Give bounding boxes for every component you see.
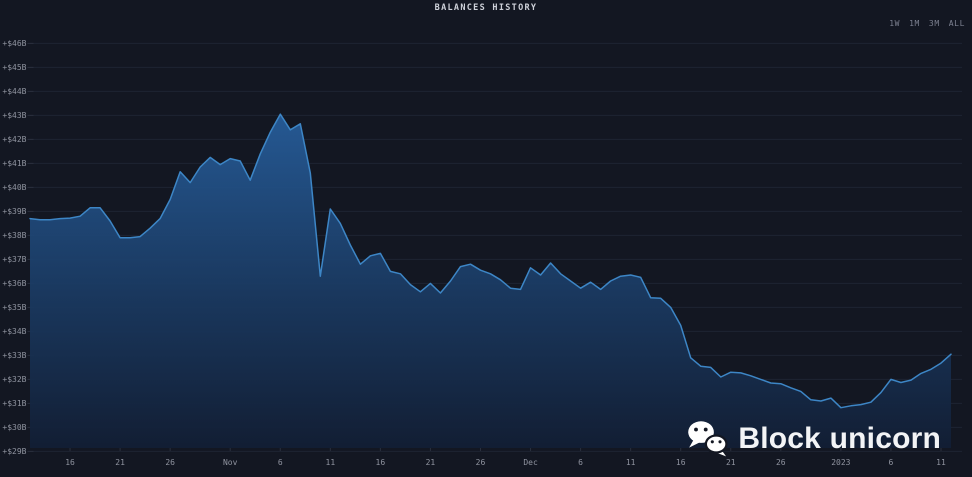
x-axis-label: 6: [578, 458, 583, 467]
titlebar: BALANCES HISTORY 1W 1M 3M ALL: [0, 0, 972, 34]
y-axis-label: +$34B: [2, 327, 26, 336]
y-axis-label: +$33B: [2, 351, 26, 360]
range-button-1m[interactable]: 1M: [909, 19, 920, 28]
y-axis-label: +$42B: [2, 135, 26, 144]
y-axis-label: +$46B: [2, 39, 26, 48]
x-axis-label: Nov: [223, 458, 238, 467]
y-axis-label: +$39B: [2, 207, 26, 216]
range-selector: 1W 1M 3M ALL: [889, 19, 965, 28]
x-axis-label: 11: [326, 458, 336, 467]
y-axis-label: +$31B: [2, 399, 26, 408]
balance-line-series: [29, 113, 952, 409]
y-axis-label: +$30B: [2, 423, 26, 432]
x-axis-label: 21: [115, 458, 125, 467]
x-axis-label: 26: [776, 458, 786, 467]
x-axis-label: 21: [426, 458, 436, 467]
y-axis-label: +$44B: [2, 87, 26, 96]
x-axis-label: 6: [889, 458, 894, 467]
x-axis-label: Dec: [523, 458, 538, 467]
x-axis-label: 21: [726, 458, 736, 467]
y-axis-label: +$37B: [2, 255, 26, 264]
x-axis-label: 16: [676, 458, 686, 467]
y-axis-label: +$36B: [2, 279, 26, 288]
range-button-3m[interactable]: 3M: [928, 19, 940, 28]
y-axis-label: +$40B: [2, 183, 26, 192]
x-axis-label: 2023: [831, 458, 850, 467]
x-axis-label: 26: [165, 458, 175, 467]
y-axis-label: +$32B: [2, 375, 26, 384]
x-axis-label: 16: [376, 458, 386, 467]
x-axis-label: 6: [278, 458, 283, 467]
y-axis-label: +$29B: [2, 447, 26, 456]
y-axis-label: +$45B: [2, 63, 26, 72]
balance-area-series: [30, 114, 951, 448]
x-axis-label: 11: [626, 458, 636, 467]
range-button-all[interactable]: ALL: [948, 19, 965, 28]
x-axis-label: 11: [936, 458, 946, 467]
x-axis-label: 16: [65, 458, 75, 467]
range-button-1w[interactable]: 1W: [889, 19, 901, 28]
page-title: BALANCES HISTORY: [434, 3, 538, 13]
y-axis-label: +$38B: [2, 231, 26, 240]
y-axis-label: +$35B: [2, 303, 26, 312]
y-axis-label: +$43B: [2, 111, 26, 120]
y-axis-label: +$41B: [2, 159, 26, 168]
x-axis-label: 26: [476, 458, 486, 467]
